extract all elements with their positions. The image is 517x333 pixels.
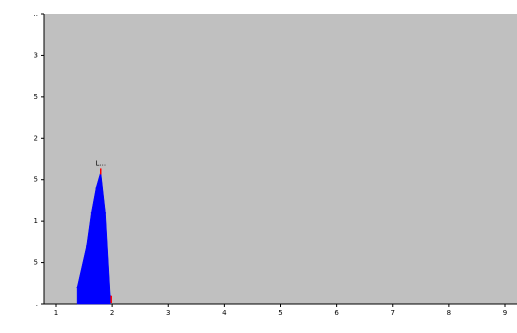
plot-background bbox=[44, 14, 517, 304]
data-point bbox=[90, 212, 92, 214]
y-tick-label: 1 bbox=[34, 217, 38, 225]
peak-markers bbox=[100, 168, 112, 303]
data-point bbox=[95, 187, 97, 189]
series-area bbox=[76, 170, 111, 305]
y-tick-label: 5 bbox=[34, 176, 38, 184]
x-tick-label: 3 bbox=[166, 309, 170, 317]
x-tick-label: 8 bbox=[447, 309, 451, 317]
data-point bbox=[85, 245, 88, 247]
x-tick-label: 1 bbox=[54, 309, 58, 317]
peak-label: L... bbox=[95, 159, 106, 167]
x-tick-label: 6 bbox=[334, 309, 339, 317]
data-point bbox=[104, 212, 107, 214]
y-tick-label: 5 bbox=[34, 93, 38, 101]
x-tick-label: 7 bbox=[391, 309, 395, 317]
x-tick-label: 5 bbox=[278, 309, 282, 317]
y-tick-label: .. bbox=[34, 10, 38, 18]
x-tick-label: 9 bbox=[503, 309, 507, 317]
x-tick-label: 4 bbox=[222, 309, 227, 317]
y-axis: . 5 1 5 2 5 3.. bbox=[34, 10, 45, 308]
y-tick-label: 3 bbox=[34, 51, 38, 59]
x-axis: 1 2 3 4 5 6 7 8 9 bbox=[44, 303, 517, 317]
y-tick-label: 5 bbox=[34, 259, 38, 267]
y-tick-label: . bbox=[36, 300, 38, 308]
y-tick-label: 2 bbox=[34, 134, 38, 142]
x-tick-label: 2 bbox=[110, 309, 114, 317]
series-area-path bbox=[76, 171, 111, 305]
data-point bbox=[76, 286, 78, 289]
